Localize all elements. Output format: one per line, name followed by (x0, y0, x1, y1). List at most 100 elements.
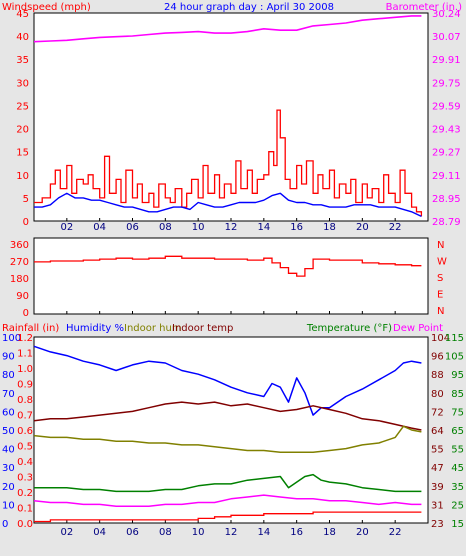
y-tick-label-rainfall: 0.8 (17, 395, 33, 406)
y-tick-label-windspeed: 15 (16, 148, 29, 159)
axis-label-dew-point: Dew Point (393, 323, 443, 334)
y-tick-label-humidity: 80 (2, 370, 15, 381)
y-tick-label-windspeed: 5 (23, 194, 29, 205)
x-tick-label: 06 (126, 222, 139, 233)
series-line-wind-speed (34, 192, 422, 218)
y-tick-label-barometer: 29.43 (432, 125, 461, 136)
series-line-temperature (34, 473, 422, 493)
y-tick-label-windspeed: 35 (16, 55, 29, 66)
y-tick-label-indoor-temp: 104 (431, 333, 450, 344)
y-tick-label-windspeed: 40 (16, 32, 29, 43)
y-tick-label-humidity: 30 (2, 463, 15, 474)
axis-label-temperature: Temperature (°F) (306, 323, 392, 334)
y-tick-label-windspeed: 0 (23, 217, 29, 228)
y-tick-label-rainfall: 0.9 (17, 380, 33, 391)
y-tick-label-barometer: 29.59 (432, 101, 461, 112)
y-tick-label-compass: N (437, 306, 444, 317)
y-tick-label-humidity: 60 (2, 407, 15, 418)
y-tick-label-humidity: 90 (2, 352, 15, 363)
y-tick-label-compass: W (437, 257, 447, 268)
y-tick-label-barometer: 29.75 (432, 78, 461, 89)
y-tick-label-indoor-temp: 47 (431, 463, 444, 474)
series-line-wind-direction (34, 255, 422, 277)
y-tick-label-humidity: 20 (2, 482, 15, 493)
y-tick-label-humidity: 10 (2, 500, 15, 511)
y-tick-label-rainfall: 1.0 (17, 364, 33, 375)
x-tick-label: 22 (389, 222, 402, 233)
y-tick-label-temperature: 95 (451, 370, 464, 381)
y-tick-label-humidity: 40 (2, 445, 15, 456)
y-tick-label-humidity: 50 (2, 426, 15, 437)
series-line-barometer (33, 15, 422, 43)
y-tick-label-compass: N (437, 240, 444, 251)
y-tick-label-humidity: 100 (2, 333, 21, 344)
y-tick-label-humidity: 0 (2, 519, 8, 530)
y-tick-label-rainfall: 0.5 (17, 442, 33, 453)
y-tick-label-temperature: 65 (451, 426, 464, 437)
y-tick-label-compass: E (437, 290, 443, 301)
y-tick-label-barometer: 28.95 (432, 194, 461, 205)
y-tick-label-barometer: 29.11 (432, 171, 461, 182)
x-tick-label: 14 (257, 527, 270, 538)
x-tick-label: 20 (356, 222, 369, 233)
y-tick-label-temperature: 45 (451, 463, 464, 474)
x-tick-label: 06 (126, 527, 139, 538)
y-tick-label-rainfall: 0.1 (17, 504, 33, 515)
x-tick-label: 10 (192, 527, 205, 538)
series-line-dew-point (33, 494, 422, 508)
y-tick-label-windspeed: 25 (16, 101, 29, 112)
x-tick-label: 20 (356, 527, 369, 538)
x-tick-label: 18 (323, 222, 336, 233)
axis-label-humidity: Humidity % (66, 323, 124, 334)
y-tick-label-indoor-temp: 23 (431, 519, 444, 530)
series-line-indoor-hum (33, 425, 422, 454)
series-line-humidity (33, 345, 422, 416)
y-tick-label-temperature: 85 (451, 389, 464, 400)
y-tick-label-windspeed: 20 (16, 125, 29, 136)
y-tick-label-barometer: 29.91 (432, 55, 461, 66)
y-tick-label-indoor-temp: 64 (431, 426, 444, 437)
x-tick-label: 02 (60, 527, 73, 538)
y-tick-label-indoor-temp: 55 (431, 445, 444, 456)
y-tick-label-windspeed: 30 (16, 78, 29, 89)
y-tick-label-indoor-temp: 31 (431, 500, 444, 511)
x-tick-label: 14 (257, 222, 270, 233)
y-tick-label-barometer: 29.27 (432, 148, 461, 159)
y-tick-label-rainfall: 0.6 (17, 426, 33, 437)
y-tick-label-temperature: 75 (451, 407, 464, 418)
y-tick-label-temperature: 15 (451, 519, 464, 530)
x-tick-label: 08 (159, 527, 172, 538)
y-tick-label-barometer: 30.07 (432, 32, 461, 43)
y-tick-label-rainfall: 0.0 (17, 519, 33, 530)
y-tick-label-indoor-temp: 80 (431, 389, 444, 400)
x-tick-label: 18 (323, 527, 336, 538)
y-tick-label-rainfall: 0.3 (17, 473, 33, 484)
y-tick-label-rainfall: 0.2 (17, 488, 33, 499)
y-tick-label-rainfall: 1.1 (17, 349, 33, 360)
series-line-indoor-temp (33, 401, 422, 431)
y-tick-label-compass: S (437, 273, 443, 284)
left-axis-label-windspeed: Windspeed (mph) (2, 2, 91, 13)
y-tick-label-temperature: 55 (451, 445, 464, 456)
series-line-wind-gust (34, 109, 423, 217)
y-tick-label-indoor-temp: 88 (431, 370, 444, 381)
y-tick-label-barometer: 28.79 (432, 217, 461, 228)
x-tick-label: 22 (389, 527, 402, 538)
y-tick-label-rainfall: 0.7 (17, 411, 33, 422)
y-tick-label-rainfall: 1.2 (17, 333, 33, 344)
x-tick-label: 02 (60, 222, 73, 233)
x-tick-label: 12 (225, 222, 238, 233)
y-tick-label-indoor-temp: 96 (431, 352, 444, 363)
y-tick-label-indoor-temp: 39 (431, 482, 444, 493)
x-tick-label: 16 (290, 527, 303, 538)
x-tick-label: 10 (192, 222, 205, 233)
y-tick-label-temperature: 35 (451, 482, 464, 493)
y-tick-label-barometer: 30.24 (432, 9, 461, 20)
y-tick-label-direction: 180 (10, 274, 29, 285)
panel-rain-humidity-temp (33, 336, 429, 524)
y-tick-label-temperature: 25 (451, 500, 464, 511)
y-tick-label-windspeed: 45 (16, 9, 29, 20)
x-tick-label: 08 (159, 222, 172, 233)
